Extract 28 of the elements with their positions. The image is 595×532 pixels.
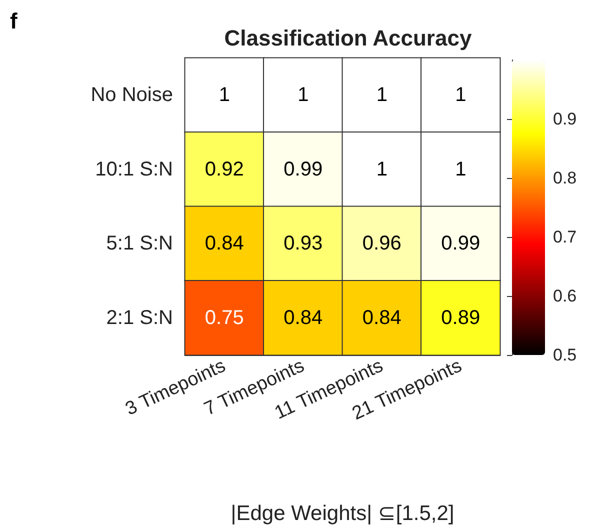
chart-title: Classification Accuracy — [224, 26, 472, 50]
data-label: 1 — [218, 84, 230, 106]
y-tick-label: 2:1 S:N — [106, 306, 173, 329]
data-label: 0.89 — [441, 306, 480, 329]
y-tick-label: 10:1 S:N — [95, 158, 173, 180]
data-label: 0.84 — [362, 306, 402, 329]
text: f — [10, 8, 18, 34]
color-bar-label: 0.5 — [553, 346, 577, 364]
data-label: 0.93 — [284, 232, 323, 255]
data-label: 0.75 — [204, 306, 244, 329]
data-label: 1 — [298, 84, 309, 106]
color-bar-label: 0.6 — [553, 286, 577, 306]
color-bar-label: 0.9 — [553, 110, 577, 128]
data-label: 0.96 — [362, 232, 402, 255]
data-label: 0.92 — [204, 158, 244, 180]
data-label: 0.84 — [284, 306, 323, 329]
data-label: 0.84 — [204, 232, 244, 255]
y-tick-label: 5:1 S:N — [106, 232, 173, 255]
data-label: 0.99 — [284, 158, 323, 180]
data-label: 1 — [376, 84, 388, 106]
data-label: 1 — [455, 158, 466, 180]
y-tick-label: No Noise — [90, 84, 173, 106]
color-bar-label: 0.8 — [553, 168, 577, 188]
data-label: 1 — [376, 158, 388, 180]
x-axis-title: |Edge Weights| ⊆[1.5,2] — [230, 502, 454, 525]
color-bar-label: 0.7 — [553, 228, 577, 246]
data-label: 0.99 — [441, 232, 480, 255]
data-label: 1 — [455, 84, 466, 106]
